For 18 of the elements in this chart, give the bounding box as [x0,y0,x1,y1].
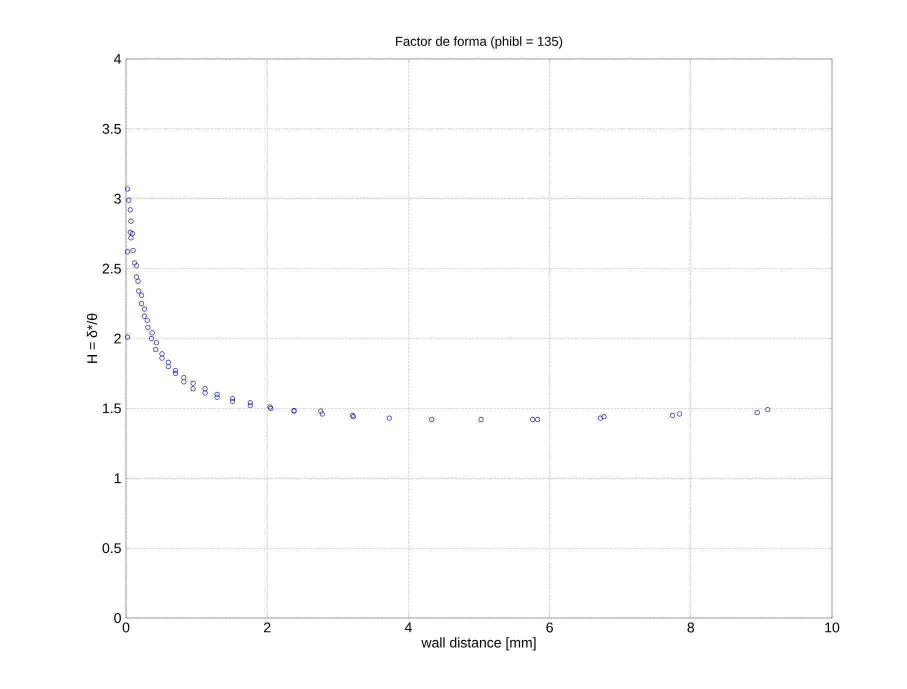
x-tick-label: 8 [688,622,694,632]
x-tick-label: 10 [825,622,840,632]
y-tick-label: 3 [114,194,121,204]
x-axis-title: wall distance [mm] [421,637,536,650]
y-tick-label: 0 [114,613,121,623]
y-tick-label: 3.5 [102,124,121,134]
x-tick-label: 4 [404,622,412,632]
y-tick-label: 2.5 [102,264,121,274]
chart-title: Factor de forma (phibl = 135) [396,36,562,48]
x-tick-label: 2 [264,622,270,632]
y-tick-label: 1.5 [103,403,121,414]
y-tick-label: 2 [114,334,121,344]
y-tick-label: 0.5 [102,543,121,554]
y-tick-label: 4 [114,54,122,64]
x-tick-label: 6 [546,622,553,632]
y-tick-label: 1 [114,473,121,484]
y-axis-title: H = δ*/θ [86,314,98,363]
x-tick-label: 0 [122,622,130,632]
